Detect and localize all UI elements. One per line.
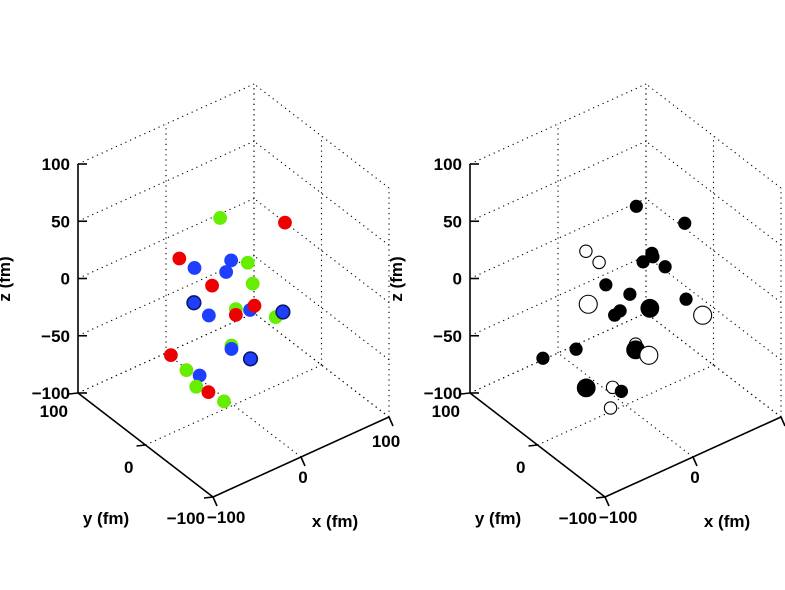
z-axis-label: z (fm): [0, 256, 14, 301]
data-point: [278, 215, 292, 230]
gridline: [469, 255, 647, 337]
z-tick-label: −50: [433, 327, 462, 346]
gridline: [77, 255, 255, 337]
data-point: [186, 295, 202, 311]
x-tick-label: 100: [372, 432, 400, 451]
y-tick-label: 100: [40, 402, 68, 421]
data-point: [623, 287, 637, 301]
x-tick-label: −100: [599, 508, 637, 527]
data-point: [187, 261, 202, 275]
y-tick-label: −100: [167, 509, 205, 528]
y-tick-mark: [595, 496, 606, 499]
data-point: [578, 294, 598, 314]
data-point: [242, 351, 259, 367]
x-tick-label: 0: [298, 468, 307, 487]
gridline: [469, 83, 647, 165]
data-point: [579, 244, 593, 259]
x-tick-mark: [300, 456, 306, 467]
z-tick-label: 100: [434, 155, 462, 174]
z-tick-label: −50: [41, 327, 70, 346]
data-point: [599, 278, 613, 292]
data-point: [679, 292, 693, 306]
data-point: [275, 304, 291, 320]
data-point: [576, 378, 596, 398]
data-point: [569, 342, 583, 356]
x-tick-mark: [604, 496, 610, 507]
data-point: [172, 251, 187, 266]
data-point: [189, 379, 204, 394]
data-point: [603, 401, 618, 415]
data-point: [213, 211, 228, 225]
x-tick-label: −100: [207, 508, 245, 527]
gridline: [77, 197, 255, 280]
gridline: [77, 312, 255, 394]
y-tick-label: −100: [559, 509, 597, 528]
data-point: [536, 351, 550, 365]
gridline: [469, 312, 647, 394]
x-tick-mark: [692, 456, 698, 467]
data-point: [247, 298, 262, 313]
data-point: [629, 199, 643, 213]
data-point: [658, 260, 672, 274]
data-point: [640, 298, 660, 318]
y-tick-mark: [203, 496, 214, 499]
data-point: [163, 348, 178, 363]
data-point: [179, 363, 194, 378]
data-point: [240, 255, 255, 270]
data-point: [693, 305, 713, 325]
z-tick-label: 0: [61, 270, 70, 289]
data-point: [639, 345, 659, 365]
z-tick-label: −100: [32, 384, 70, 403]
data-point: [678, 216, 692, 230]
z-tick-label: 0: [453, 270, 462, 289]
data-point: [201, 385, 216, 400]
y-tick-mark: [68, 392, 79, 395]
y-axis-label: y (fm): [83, 509, 129, 528]
z-tick-label: 100: [42, 155, 70, 174]
x-tick-mark: [212, 496, 218, 507]
z-axis-label: z (fm): [387, 256, 406, 301]
data-point: [228, 307, 243, 322]
y-tick-label: 100: [432, 402, 460, 421]
data-point: [219, 265, 234, 279]
y-tick-mark: [528, 444, 538, 447]
data-point: [245, 276, 260, 291]
gridline: [537, 364, 714, 446]
data-point: [224, 342, 239, 356]
gridline: [77, 140, 255, 222]
gridline: [145, 364, 322, 446]
z-tick-label: 50: [51, 212, 70, 231]
x-tick-mark: [780, 416, 785, 427]
data-point: [614, 384, 629, 398]
data-point: [217, 394, 231, 409]
gridline: [469, 140, 647, 222]
x-axis-label: x (fm): [312, 512, 358, 531]
z-tick-label: −100: [424, 384, 462, 403]
x-axis-label: x (fm): [704, 512, 750, 531]
y-tick-mark: [460, 392, 471, 395]
data-point: [205, 278, 219, 293]
gridline: [77, 83, 255, 165]
x-tick-mark: [388, 416, 394, 427]
data-point: [613, 304, 627, 318]
gridline: [469, 197, 647, 280]
data-point: [646, 250, 660, 264]
y-axis-label: y (fm): [475, 509, 521, 528]
y-tick-label: 0: [516, 458, 525, 477]
y-tick-label: 0: [124, 458, 133, 477]
data-point: [201, 308, 216, 323]
x-tick-label: 0: [690, 468, 699, 487]
data-point: [592, 255, 606, 270]
y-tick-mark: [136, 444, 146, 447]
gridline: [557, 352, 694, 458]
z-tick-label: 50: [443, 212, 462, 231]
data-point: [224, 253, 239, 268]
